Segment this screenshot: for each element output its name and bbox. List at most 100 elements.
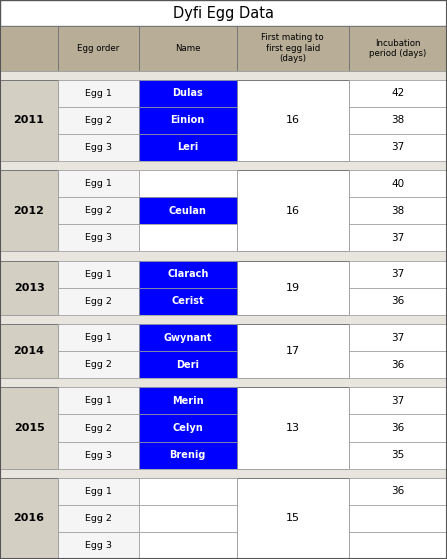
FancyBboxPatch shape <box>58 288 139 315</box>
Text: Cerist: Cerist <box>172 296 204 306</box>
FancyBboxPatch shape <box>58 324 139 351</box>
FancyBboxPatch shape <box>0 0 447 26</box>
FancyBboxPatch shape <box>139 134 237 161</box>
FancyBboxPatch shape <box>349 505 447 532</box>
FancyBboxPatch shape <box>58 134 139 161</box>
FancyBboxPatch shape <box>58 387 139 414</box>
Text: Name: Name <box>175 44 201 53</box>
FancyBboxPatch shape <box>58 442 139 468</box>
FancyBboxPatch shape <box>0 170 58 252</box>
FancyBboxPatch shape <box>139 532 237 559</box>
Text: Egg 1: Egg 1 <box>85 89 112 98</box>
Text: Merin: Merin <box>172 396 203 406</box>
FancyBboxPatch shape <box>349 260 447 288</box>
FancyBboxPatch shape <box>237 324 349 378</box>
Text: Egg 2: Egg 2 <box>85 297 112 306</box>
Text: Egg 3: Egg 3 <box>85 143 112 152</box>
FancyBboxPatch shape <box>0 478 58 559</box>
Text: 36: 36 <box>391 296 405 306</box>
Text: Egg 1: Egg 1 <box>85 396 112 405</box>
Text: 36: 36 <box>391 423 405 433</box>
FancyBboxPatch shape <box>139 170 237 197</box>
Text: Ceulan: Ceulan <box>169 206 207 216</box>
Text: Brenig: Brenig <box>169 450 206 460</box>
Text: 38: 38 <box>391 206 405 216</box>
FancyBboxPatch shape <box>237 80 349 161</box>
Text: 2013: 2013 <box>14 283 44 293</box>
Text: 15: 15 <box>286 513 300 523</box>
Text: 37: 37 <box>391 233 405 243</box>
Text: Clarach: Clarach <box>167 269 208 279</box>
Text: Celyn: Celyn <box>173 423 203 433</box>
Text: Egg order: Egg order <box>77 44 119 53</box>
Text: Egg 1: Egg 1 <box>85 270 112 279</box>
FancyBboxPatch shape <box>58 170 139 197</box>
FancyBboxPatch shape <box>0 378 447 387</box>
FancyBboxPatch shape <box>58 260 139 288</box>
FancyBboxPatch shape <box>349 532 447 559</box>
Text: 37: 37 <box>391 396 405 406</box>
Text: Incubation
period (days): Incubation period (days) <box>369 39 426 58</box>
FancyBboxPatch shape <box>349 107 447 134</box>
Text: Dyfi Egg Data: Dyfi Egg Data <box>173 6 274 21</box>
FancyBboxPatch shape <box>58 26 139 70</box>
Text: 16: 16 <box>286 115 300 125</box>
Text: Egg 3: Egg 3 <box>85 233 112 243</box>
FancyBboxPatch shape <box>139 505 237 532</box>
FancyBboxPatch shape <box>0 315 447 324</box>
FancyBboxPatch shape <box>58 478 139 505</box>
FancyBboxPatch shape <box>349 224 447 252</box>
Text: 17: 17 <box>286 346 300 356</box>
Text: Gwynant: Gwynant <box>164 333 212 343</box>
FancyBboxPatch shape <box>349 170 447 197</box>
FancyBboxPatch shape <box>139 107 237 134</box>
Text: 2016: 2016 <box>13 513 45 523</box>
Text: Egg 2: Egg 2 <box>85 206 112 215</box>
FancyBboxPatch shape <box>349 442 447 468</box>
Text: 2012: 2012 <box>13 206 45 216</box>
Text: 42: 42 <box>391 88 405 98</box>
Text: 38: 38 <box>391 115 405 125</box>
Text: 36: 36 <box>391 359 405 369</box>
FancyBboxPatch shape <box>349 26 447 70</box>
Text: Egg 1: Egg 1 <box>85 179 112 188</box>
Text: Egg 3: Egg 3 <box>85 541 112 550</box>
Text: 37: 37 <box>391 143 405 153</box>
FancyBboxPatch shape <box>139 224 237 252</box>
FancyBboxPatch shape <box>139 442 237 468</box>
Text: 19: 19 <box>286 283 300 293</box>
Text: 35: 35 <box>391 450 405 460</box>
FancyBboxPatch shape <box>237 260 349 315</box>
FancyBboxPatch shape <box>0 387 58 468</box>
FancyBboxPatch shape <box>139 26 237 70</box>
FancyBboxPatch shape <box>58 532 139 559</box>
FancyBboxPatch shape <box>58 505 139 532</box>
Text: Egg 2: Egg 2 <box>85 116 112 125</box>
Text: 37: 37 <box>391 269 405 279</box>
FancyBboxPatch shape <box>58 224 139 252</box>
FancyBboxPatch shape <box>139 197 237 224</box>
Text: 13: 13 <box>286 423 300 433</box>
Text: 40: 40 <box>391 179 405 189</box>
Text: Egg 1: Egg 1 <box>85 333 112 342</box>
FancyBboxPatch shape <box>349 134 447 161</box>
Text: 2015: 2015 <box>14 423 44 433</box>
FancyBboxPatch shape <box>349 351 447 378</box>
FancyBboxPatch shape <box>349 288 447 315</box>
Text: Leri: Leri <box>177 143 198 153</box>
FancyBboxPatch shape <box>0 161 447 170</box>
Text: First mating to
first egg laid
(days): First mating to first egg laid (days) <box>261 34 324 63</box>
Text: 2011: 2011 <box>13 115 45 125</box>
FancyBboxPatch shape <box>139 351 237 378</box>
FancyBboxPatch shape <box>58 197 139 224</box>
FancyBboxPatch shape <box>139 288 237 315</box>
FancyBboxPatch shape <box>139 414 237 442</box>
FancyBboxPatch shape <box>237 387 349 468</box>
FancyBboxPatch shape <box>0 260 58 315</box>
FancyBboxPatch shape <box>349 387 447 414</box>
Text: Einion: Einion <box>171 115 205 125</box>
FancyBboxPatch shape <box>58 414 139 442</box>
Text: Egg 2: Egg 2 <box>85 514 112 523</box>
Text: 16: 16 <box>286 206 300 216</box>
Text: 37: 37 <box>391 333 405 343</box>
